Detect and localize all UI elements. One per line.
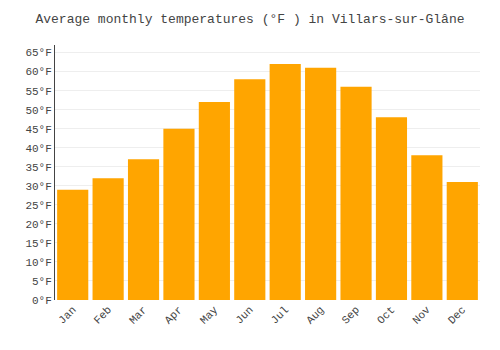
svg-text:65°F: 65°F	[25, 47, 51, 59]
svg-text:Sep: Sep	[340, 304, 362, 326]
svg-text:15°F: 15°F	[25, 238, 51, 250]
svg-text:0°F: 0°F	[32, 295, 52, 307]
svg-text:Mar: Mar	[127, 304, 149, 326]
svg-text:Oct: Oct	[375, 304, 397, 326]
svg-text:10°F: 10°F	[25, 257, 51, 269]
svg-text:Nov: Nov	[410, 304, 433, 327]
svg-text:5°F: 5°F	[32, 276, 52, 288]
svg-text:40°F: 40°F	[25, 143, 51, 155]
svg-text:20°F: 20°F	[25, 219, 51, 231]
svg-text:Dec: Dec	[446, 304, 468, 326]
svg-text:30°F: 30°F	[25, 181, 51, 193]
svg-text:55°F: 55°F	[25, 86, 51, 98]
svg-text:Feb: Feb	[92, 304, 114, 326]
svg-text:45°F: 45°F	[25, 124, 51, 136]
svg-text:Jan: Jan	[56, 304, 78, 326]
svg-text:Jul: Jul	[269, 304, 291, 326]
svg-text:35°F: 35°F	[25, 162, 51, 174]
svg-text:Apr: Apr	[162, 304, 184, 326]
svg-text:60°F: 60°F	[25, 66, 51, 78]
svg-text:May: May	[198, 304, 221, 327]
svg-text:Jun: Jun	[233, 304, 255, 326]
svg-text:25°F: 25°F	[25, 200, 51, 212]
svg-text:Aug: Aug	[304, 304, 326, 326]
svg-text:50°F: 50°F	[25, 105, 51, 117]
svg-text:Average monthly temperatures (: Average monthly temperatures (°F ) in Vi…	[35, 12, 464, 27]
